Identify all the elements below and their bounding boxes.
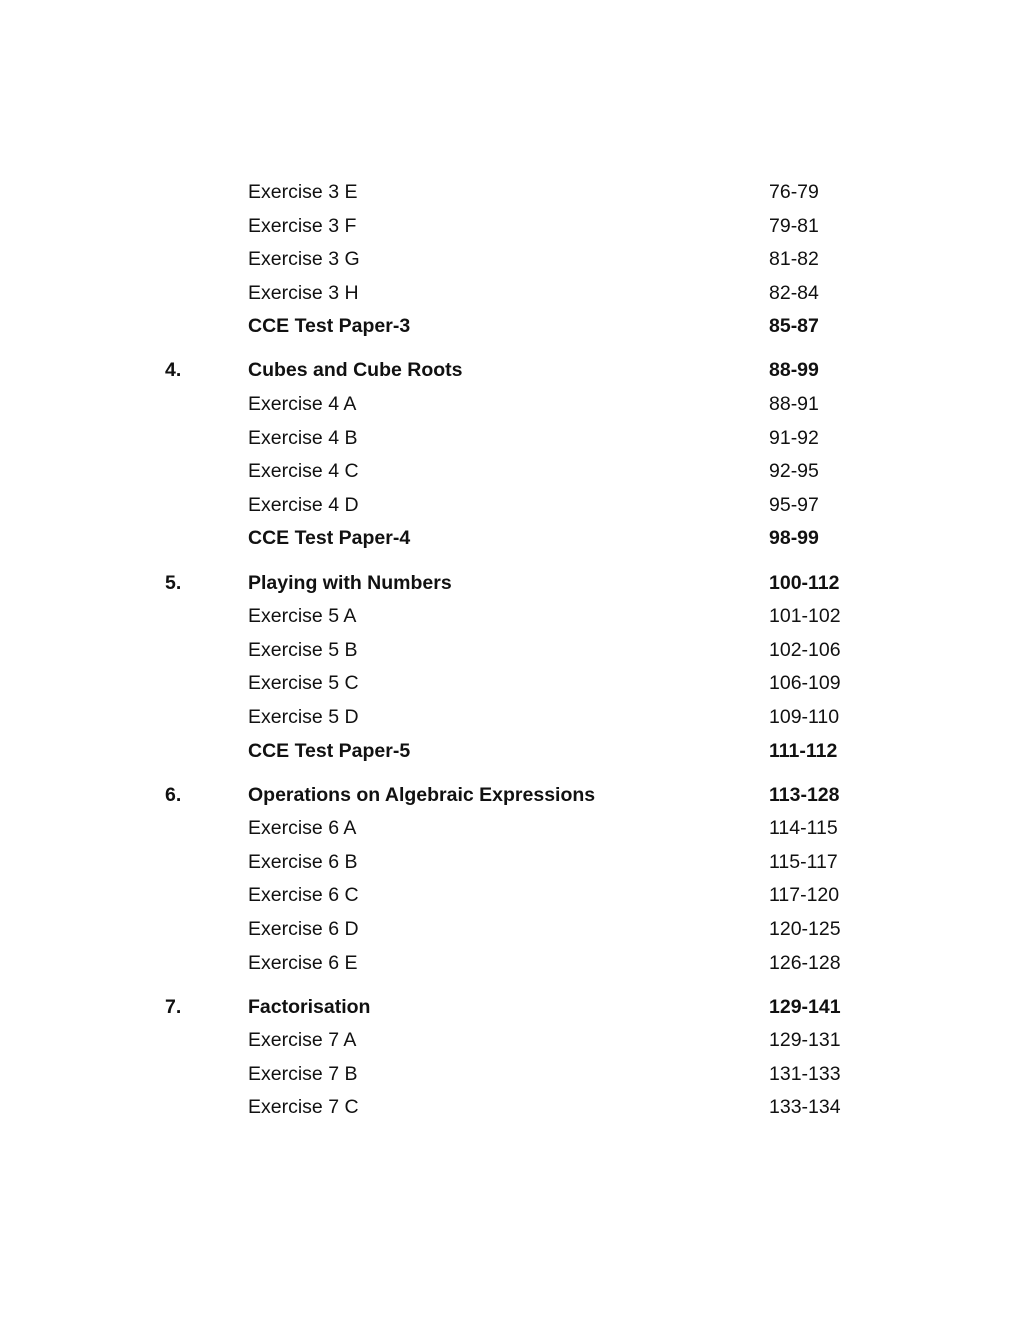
toc-exercise-row: Exercise 6 A 114-115 xyxy=(0,812,1020,846)
entry-title: Exercise 4 C xyxy=(248,460,359,483)
toc-exercise-row: Exercise 3 H 82-84 xyxy=(0,277,1020,311)
toc-exercise-row: Exercise 4 A 88-91 xyxy=(0,388,1020,422)
page-range: 100-112 xyxy=(769,571,840,594)
page-range: 113-128 xyxy=(769,783,840,806)
toc-exercise-row: Exercise 6 E 126-128 xyxy=(0,947,1020,981)
chapter-number: 7. xyxy=(165,995,182,1018)
page-range: 79-81 xyxy=(769,214,819,237)
entry-title: Exercise 4 D xyxy=(248,493,359,516)
toc-exercise-row: Exercise 3 F 79-81 xyxy=(0,210,1020,244)
entry-title: CCE Test Paper-3 xyxy=(248,315,411,338)
chapter-number: 6. xyxy=(165,783,182,806)
toc-exercise-row: Exercise 5 B 102-106 xyxy=(0,634,1020,668)
toc-chapter-row: 7. Factorisation 129-141 xyxy=(0,991,1020,1025)
page-range: 114-115 xyxy=(769,817,838,840)
entry-title: Cubes and Cube Roots xyxy=(248,359,463,382)
entry-title: Exercise 4 A xyxy=(248,393,357,416)
toc-test-paper-row: CCE Test Paper-5 111-112 xyxy=(0,735,1020,769)
entry-title: Exercise 3 F xyxy=(248,214,357,237)
chapter-number: 4. xyxy=(165,359,182,382)
toc-chapter-row: 6. Operations on Algebraic Expressions 113… xyxy=(0,779,1020,813)
entry-title: Exercise 5 D xyxy=(248,705,359,728)
page-range: 82-84 xyxy=(769,281,819,304)
entry-title: Exercise 3 H xyxy=(248,281,359,304)
page-range: 81-82 xyxy=(769,248,819,271)
toc-test-paper-row: CCE Test Paper-4 98-99 xyxy=(0,522,1020,556)
page-range: 98-99 xyxy=(769,527,819,550)
entry-title: Exercise 5 A xyxy=(248,605,357,628)
toc-exercise-row: Exercise 7 B 131-133 xyxy=(0,1058,1020,1092)
entry-title: Exercise 6 D xyxy=(248,917,359,940)
page-range: 126-128 xyxy=(769,951,841,974)
entry-title: Exercise 6 A xyxy=(248,817,357,840)
entry-title: Operations on Algebraic Expressions xyxy=(248,783,596,806)
toc-chapter-row: 5. Playing with Numbers 100-112 xyxy=(0,567,1020,601)
page-range: 129-141 xyxy=(769,995,841,1018)
page-range: 88-91 xyxy=(769,393,819,416)
entry-title: Factorisation xyxy=(248,995,371,1018)
page-range: 133-134 xyxy=(769,1096,841,1119)
toc-exercise-row: Exercise 4 C 92-95 xyxy=(0,455,1020,489)
toc-exercise-row: Exercise 4 B 91-92 xyxy=(0,422,1020,456)
entry-title: Exercise 6 B xyxy=(248,850,358,873)
toc-exercise-row: Exercise 3 E 76-79 xyxy=(0,176,1020,210)
page-range: 109-110 xyxy=(769,705,840,728)
toc-exercise-row: Exercise 6 D 120-125 xyxy=(0,913,1020,947)
page-range: 102-106 xyxy=(769,638,841,661)
toc-test-paper-row: CCE Test Paper-3 85-87 xyxy=(0,310,1020,344)
entry-title: Exercise 6 C xyxy=(248,884,359,907)
page-range: 117-120 xyxy=(769,884,840,907)
entry-title: Exercise 3 G xyxy=(248,248,360,271)
page-range: 88-99 xyxy=(769,359,819,382)
page-range: 120-125 xyxy=(769,917,841,940)
toc-exercise-row: Exercise 6 B 115-117 xyxy=(0,846,1020,880)
entry-title: Exercise 3 E xyxy=(248,181,358,203)
entry-title: Exercise 6 E xyxy=(248,951,358,974)
toc-exercise-row: Exercise 7 A 129-131 xyxy=(0,1024,1020,1058)
entry-title: Playing with Numbers xyxy=(248,571,452,594)
page-range: 91-92 xyxy=(769,426,819,449)
page-range: 92-95 xyxy=(769,460,819,483)
toc-chapter-row: 4. Cubes and Cube Roots 88-99 xyxy=(0,354,1020,388)
page-range: 129-131 xyxy=(769,1029,841,1052)
toc-exercise-row: Exercise 5 A 101-102 xyxy=(0,600,1020,634)
entry-title: CCE Test Paper-4 xyxy=(248,527,411,550)
entry-title: Exercise 7 C xyxy=(248,1096,359,1119)
entry-title: Exercise 7 A xyxy=(248,1029,357,1052)
page-range: 106-109 xyxy=(769,672,841,695)
toc-exercise-row: Exercise 5 C 106-109 xyxy=(0,667,1020,701)
toc-exercise-row: Exercise 3 G 81-82 xyxy=(0,243,1020,277)
chapter-number: 5. xyxy=(165,571,182,594)
entry-title: Exercise 7 B xyxy=(248,1062,358,1085)
entry-title: Exercise 5 C xyxy=(248,672,359,695)
entry-title: CCE Test Paper-5 xyxy=(248,739,411,762)
toc-exercise-row: Exercise 7 C 133-134 xyxy=(0,1091,1020,1125)
page-range: 85-87 xyxy=(769,315,819,338)
toc-exercise-row: Exercise 4 D 95-97 xyxy=(0,489,1020,523)
page-range: 76-79 xyxy=(769,181,819,203)
toc-exercise-row: Exercise 5 D 109-110 xyxy=(0,701,1020,735)
page-range: 115-117 xyxy=(769,850,838,873)
page-range: 111-112 xyxy=(769,739,838,762)
page-range: 95-97 xyxy=(769,493,819,516)
page-range: 101-102 xyxy=(769,605,841,628)
entry-title: Exercise 5 B xyxy=(248,638,358,661)
entry-title: Exercise 4 B xyxy=(248,426,358,449)
table-of-contents: Exercise 3 E 76-79 Exercise 3 F 79-81 Exerci… xyxy=(0,176,1020,1125)
page-range: 131-133 xyxy=(769,1062,841,1085)
toc-exercise-row: Exercise 6 C 117-120 xyxy=(0,879,1020,913)
